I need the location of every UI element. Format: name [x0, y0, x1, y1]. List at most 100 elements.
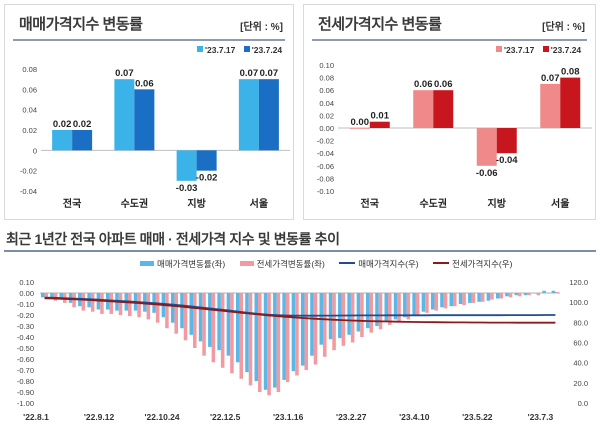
bar: [540, 83, 561, 128]
bar: [258, 79, 279, 151]
y-right-tick-label: 60.0: [573, 339, 588, 348]
jeonse-change-bar: [295, 293, 299, 376]
jeonse-change-bar: [248, 293, 253, 386]
sale-change-bar: [310, 293, 314, 356]
legend-label-jeonse-bar: 전세가격변동률(좌): [256, 259, 325, 269]
sale-change-bar: [542, 290, 546, 293]
legend-label-1: '23.7.17: [504, 45, 535, 55]
legend-swatch-sale-line: [339, 262, 356, 264]
sale-change-bar: [291, 293, 296, 372]
y-left-tick-label: -0.90: [17, 388, 34, 397]
y-left-tick-label: -0.70: [17, 366, 34, 375]
jeonse-change-bar: [471, 293, 476, 303]
jeonse-change-bar: [434, 293, 438, 311]
jeonse-change-bar: [137, 293, 141, 318]
x-category-label: 수도권: [419, 198, 447, 210]
y-tick-label: 0.06: [22, 85, 37, 94]
sale-change-bar: [421, 293, 426, 312]
jeonse-change-bar: [332, 293, 336, 351]
legend-label-2: '23.7.24: [251, 45, 283, 55]
data-label: 0.02: [73, 119, 92, 130]
unit-label: [단위 : %]: [240, 22, 283, 33]
sale-change-bar: [50, 293, 54, 299]
jeonse-change-bar: [202, 293, 206, 356]
y-tick-label: 0.06: [319, 86, 334, 95]
jeonse-change-bar: [90, 293, 95, 312]
sale-change-bar: [495, 293, 500, 299]
y-right-tick-label: 80.0: [573, 318, 588, 327]
data-label: -0.02: [196, 173, 218, 184]
title-underline: [312, 39, 587, 41]
data-label: 0.02: [53, 119, 72, 130]
bar: [196, 150, 217, 171]
jeonse-change-bar: [285, 293, 290, 383]
jeonse-change-bar: [81, 293, 86, 311]
jeonse-change-bar: [453, 293, 457, 307]
data-label: 0.07: [541, 73, 560, 84]
jeonse-change-bar: [304, 293, 308, 370]
legend-swatch-1: [496, 46, 502, 52]
y-left-tick-label: -0.60: [17, 355, 34, 364]
y-tick-label: -0.04: [20, 187, 37, 196]
sale-change-bar: [551, 290, 556, 293]
data-label: -0.04: [496, 155, 518, 166]
trend-chart-title: 최근 1년간 전국 아파트 매매 · 전세가격 지수 및 변동률 추이: [6, 231, 340, 247]
x-category-label: 서울: [250, 197, 268, 210]
y-left-tick-label: -0.10: [17, 300, 34, 309]
legend-label-sale-line: 매매가격지수(우): [358, 259, 419, 269]
y-left-tick-label: -1.00: [17, 399, 34, 408]
jeonse-change-bar: [527, 293, 531, 296]
x-category-label: 서울: [551, 197, 569, 210]
legend-swatch-1: [197, 46, 203, 52]
jeonse-change-bar: [480, 293, 485, 302]
y-right-tick-label: 120.0: [569, 278, 588, 287]
jeonse-change-bar: [369, 293, 373, 333]
jeonse-change-bar: [276, 293, 281, 392]
data-label: 0.06: [135, 78, 154, 89]
y-right-tick-label: 20.0: [573, 379, 588, 388]
y-tick-label: -0.02: [317, 137, 334, 146]
y-tick-label: -0.10: [317, 187, 334, 196]
y-tick-label: 0.00: [319, 124, 334, 133]
bar: [349, 128, 370, 129]
jeonse-change-bar: [258, 293, 262, 392]
y-tick-label: 0.08: [22, 65, 37, 74]
sale-change-bar: [356, 293, 361, 332]
data-label: 0.06: [414, 79, 433, 90]
sale-index-line: [44, 296, 556, 317]
sale-change-bar: [180, 293, 184, 329]
bar: [413, 90, 434, 128]
legend-swatch-sale-bar: [140, 261, 154, 266]
data-label: -0.06: [476, 168, 498, 179]
legend: '23.7.17 '23.7.24: [191, 45, 282, 55]
sale-change-bar: [282, 293, 286, 380]
x-tick-label: '22.8.1: [23, 412, 49, 422]
x-category-label: 지방: [488, 197, 507, 210]
title-underline: [4, 250, 596, 252]
sale-change-bar: [347, 293, 351, 335]
panel-title: 매매가격지수 변동률: [19, 16, 143, 33]
bar: [52, 130, 73, 151]
y-tick-label: 0.02: [22, 126, 37, 135]
jeonse-change-bar: [518, 293, 522, 297]
jeonse-change-bar: [406, 293, 411, 320]
jeonse-change-bar: [267, 293, 271, 396]
data-label: 0.07: [240, 68, 259, 79]
y-tick-label: -0.06: [317, 162, 334, 171]
y-tick-label: 0.04: [319, 99, 334, 108]
sale-change-bar: [514, 293, 519, 296]
y-left-tick-label: -0.40: [17, 333, 34, 342]
trend-combo-chart: 0.10 0.00 -0.10 -0.20 -0.30 -0.40 -0.50 -0.60 -0…: [17, 278, 588, 422]
bar: [114, 79, 135, 151]
y-tick-label: -0.04: [317, 149, 334, 158]
legend-swatch-2: [542, 46, 549, 52]
y-right-tick-label: 100.0: [569, 298, 588, 307]
y-left-tick-label: 0.00: [19, 289, 34, 298]
jeonse-change-bar: [313, 293, 318, 365]
jeonse-change-bar: [239, 293, 243, 379]
jeonse-change-bar: [165, 293, 169, 329]
jeonse-change-bar: [53, 293, 58, 301]
jeonse-change-bar: [545, 293, 550, 294]
jeonse-change-bar: [555, 291, 559, 293]
trend-legend: 매매가격변동률(좌) 전세가격변동률(좌) 매매가격지수(우) 전세가격지수(우…: [140, 258, 524, 270]
